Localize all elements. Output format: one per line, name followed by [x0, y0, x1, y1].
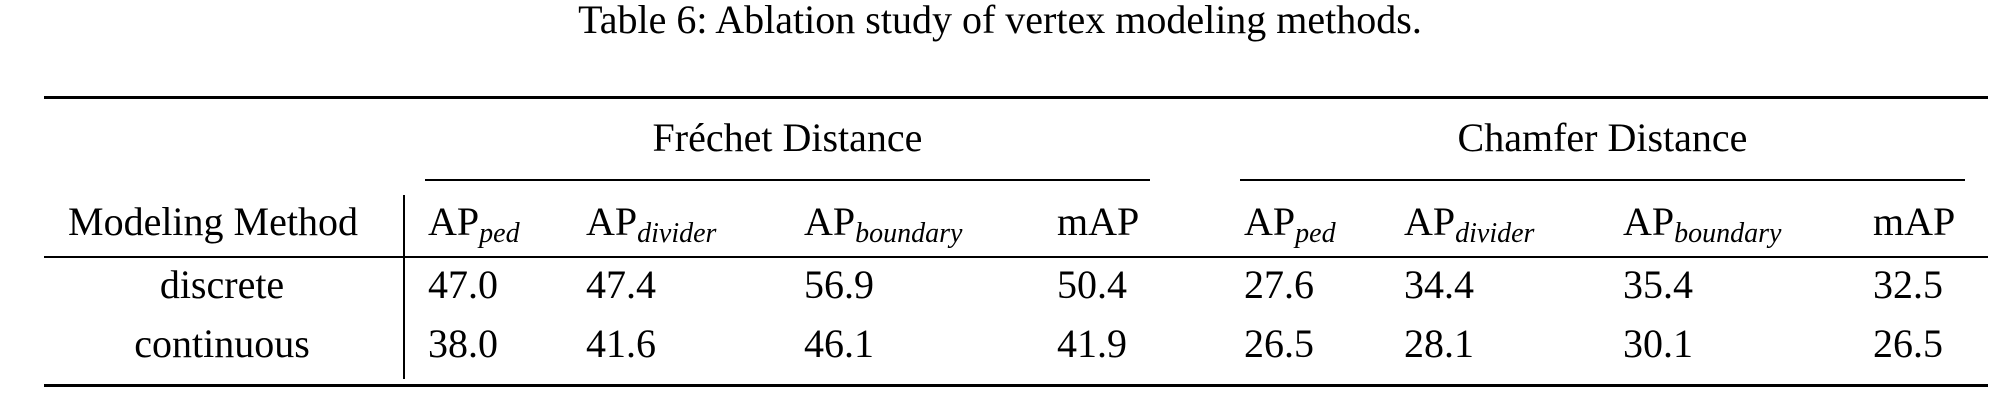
col-header-chamfer-ap-boundary: APboundary	[1623, 199, 1782, 249]
chamfer-underline	[1240, 179, 1965, 181]
cell-value: 47.4	[586, 262, 656, 307]
col-header-chamfer-ap-divider: APdivider	[1404, 199, 1535, 249]
vertical-separator	[403, 195, 405, 379]
col-header-frechet-ap-ped: APped	[428, 199, 520, 249]
col-header-chamfer-ap-ped: APped	[1244, 199, 1336, 249]
top-rule	[44, 96, 1988, 99]
bottom-rule	[44, 384, 1988, 387]
group-header-chamfer: Chamfer Distance	[1457, 115, 1748, 160]
mid-rule	[44, 256, 1988, 258]
cell-value: 28.1	[1404, 321, 1474, 366]
col-header-chamfer-map: mAP	[1873, 199, 1956, 244]
cell-value: 46.1	[804, 321, 874, 366]
cell-value: 26.5	[1873, 321, 1943, 366]
cell-value: 32.5	[1873, 262, 1943, 307]
col-header-frechet-ap-divider: APdivider	[586, 199, 717, 249]
cell-value: 30.1	[1623, 321, 1693, 366]
cell-value: 27.6	[1244, 262, 1314, 307]
cell-value: 38.0	[428, 321, 498, 366]
cell-value: 41.9	[1057, 321, 1127, 366]
frechet-underline	[425, 179, 1150, 181]
cell-value: 34.4	[1404, 262, 1474, 307]
row-method: discrete	[159, 262, 285, 307]
row-method: continuous	[134, 321, 310, 366]
cell-value: 56.9	[804, 262, 874, 307]
cell-value: 35.4	[1623, 262, 1693, 307]
cell-value: 50.4	[1057, 262, 1127, 307]
table-caption: Table 6: Ablation study of vertex modeli…	[578, 0, 1422, 42]
cell-value: 41.6	[586, 321, 656, 366]
cell-value: 47.0	[428, 262, 498, 307]
col-header-frechet-map: mAP	[1057, 199, 1140, 244]
cell-value: 26.5	[1244, 321, 1314, 366]
col-header-frechet-ap-boundary: APboundary	[804, 199, 963, 249]
group-header-frechet: Fréchet Distance	[652, 115, 923, 160]
row-header-label: Modeling Method	[68, 199, 358, 244]
